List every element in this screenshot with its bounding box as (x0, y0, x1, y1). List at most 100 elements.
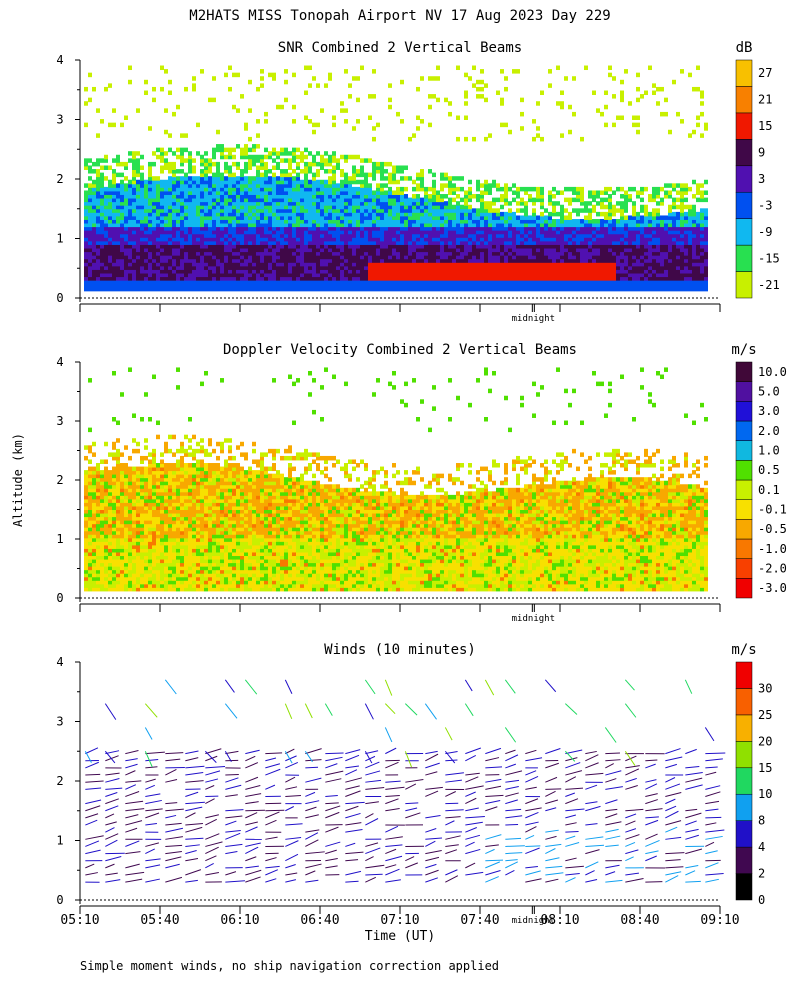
snr-cell (216, 179, 220, 185)
snr-cell (232, 279, 236, 285)
snr-cell (152, 222, 156, 228)
snr-cell (368, 233, 372, 238)
snr-cell (112, 276, 116, 281)
snr-cell (188, 261, 192, 267)
snr-cell (532, 272, 536, 278)
snr-cell (632, 122, 636, 128)
snr-cell (196, 247, 200, 253)
snr-cell (168, 133, 172, 138)
snr-cell (244, 151, 248, 156)
snr-cell (444, 269, 448, 274)
snr-cell (664, 183, 668, 188)
snr-cell (116, 265, 120, 270)
snr-cell (472, 244, 476, 249)
snr-cell (508, 229, 512, 235)
snr-cell (476, 236, 480, 242)
snr-cell (636, 272, 640, 278)
snr-cell (416, 194, 420, 199)
snr-cell (456, 244, 460, 249)
snr-cell (168, 169, 172, 174)
snr-cell (128, 269, 132, 274)
snr-cell (384, 211, 388, 217)
snr-cell (552, 219, 556, 224)
snr-cell (608, 215, 612, 220)
snr-cell (152, 186, 156, 192)
snr-cell (640, 219, 644, 224)
snr-cell (188, 279, 192, 285)
snr-cell (108, 194, 112, 199)
snr-cell (136, 251, 140, 256)
snr-cell (272, 147, 276, 153)
snr-cell (300, 265, 304, 270)
snr-cell (480, 183, 484, 188)
snr-cell (148, 176, 152, 181)
snr-cell (428, 201, 432, 206)
snr-cell (528, 279, 532, 285)
snr-cell (512, 236, 516, 242)
snr-cell (328, 236, 332, 242)
snr-cell (244, 194, 248, 199)
snr-cell (304, 194, 308, 199)
snr-cell (520, 261, 524, 267)
snr-cell (92, 236, 96, 242)
snr-cell (612, 76, 616, 81)
snr-cell (508, 265, 512, 270)
snr-cell (488, 226, 492, 231)
snr-cell (288, 179, 292, 185)
snr-cell (300, 279, 304, 285)
snr-cell (512, 283, 516, 288)
snr-cell (120, 265, 124, 270)
snr-cell (492, 219, 496, 224)
snr-cell (492, 197, 496, 203)
snr-cell (580, 261, 584, 267)
snr-cell (120, 226, 124, 231)
snr-cell (176, 254, 180, 260)
snr-cell (520, 286, 524, 292)
snr-cell (472, 240, 476, 245)
snr-cell (100, 254, 104, 260)
snr-cell (684, 183, 688, 188)
snr-cell (256, 286, 260, 292)
snr-cell (532, 276, 536, 281)
snr-cell (192, 251, 196, 256)
snr-cell (400, 247, 404, 253)
snr-cell (572, 261, 576, 267)
snr-cell (624, 272, 628, 278)
snr-cell (260, 204, 264, 210)
snr-cell (200, 286, 204, 292)
snr-cell (160, 269, 164, 274)
snr-cell (596, 240, 600, 245)
snr-cell (92, 251, 96, 256)
snr-cell (340, 194, 344, 199)
snr-cell (468, 244, 472, 249)
snr-cell (352, 254, 356, 260)
snr-cell (220, 183, 224, 188)
snr-cell (616, 236, 620, 242)
snr-cell (440, 251, 444, 256)
snr-cell (232, 269, 236, 274)
snr-cell (656, 251, 660, 256)
snr-cell (148, 258, 152, 263)
snr-cell (100, 236, 104, 242)
snr-cell (200, 240, 204, 245)
snr-title: SNR Combined 2 Vertical Beams (278, 40, 522, 56)
snr-cell (188, 169, 192, 174)
snr-cell (168, 226, 172, 231)
snr-cell (336, 261, 340, 267)
snr-cell (132, 251, 136, 256)
snr-cell (648, 258, 652, 263)
snr-cell (296, 222, 300, 228)
snr-cell (492, 286, 496, 292)
snr-cell (208, 244, 212, 249)
snr-cell (164, 186, 168, 192)
snr-cell (460, 244, 464, 249)
snr-cell (248, 179, 252, 185)
snr-cell (540, 233, 544, 238)
snr-cell (404, 251, 408, 256)
snr-cell (304, 283, 308, 288)
snr-cell (344, 211, 348, 217)
snr-cell (520, 254, 524, 260)
snr-cell (168, 79, 172, 85)
snr-cell (108, 179, 112, 185)
snr-cell (352, 286, 356, 292)
